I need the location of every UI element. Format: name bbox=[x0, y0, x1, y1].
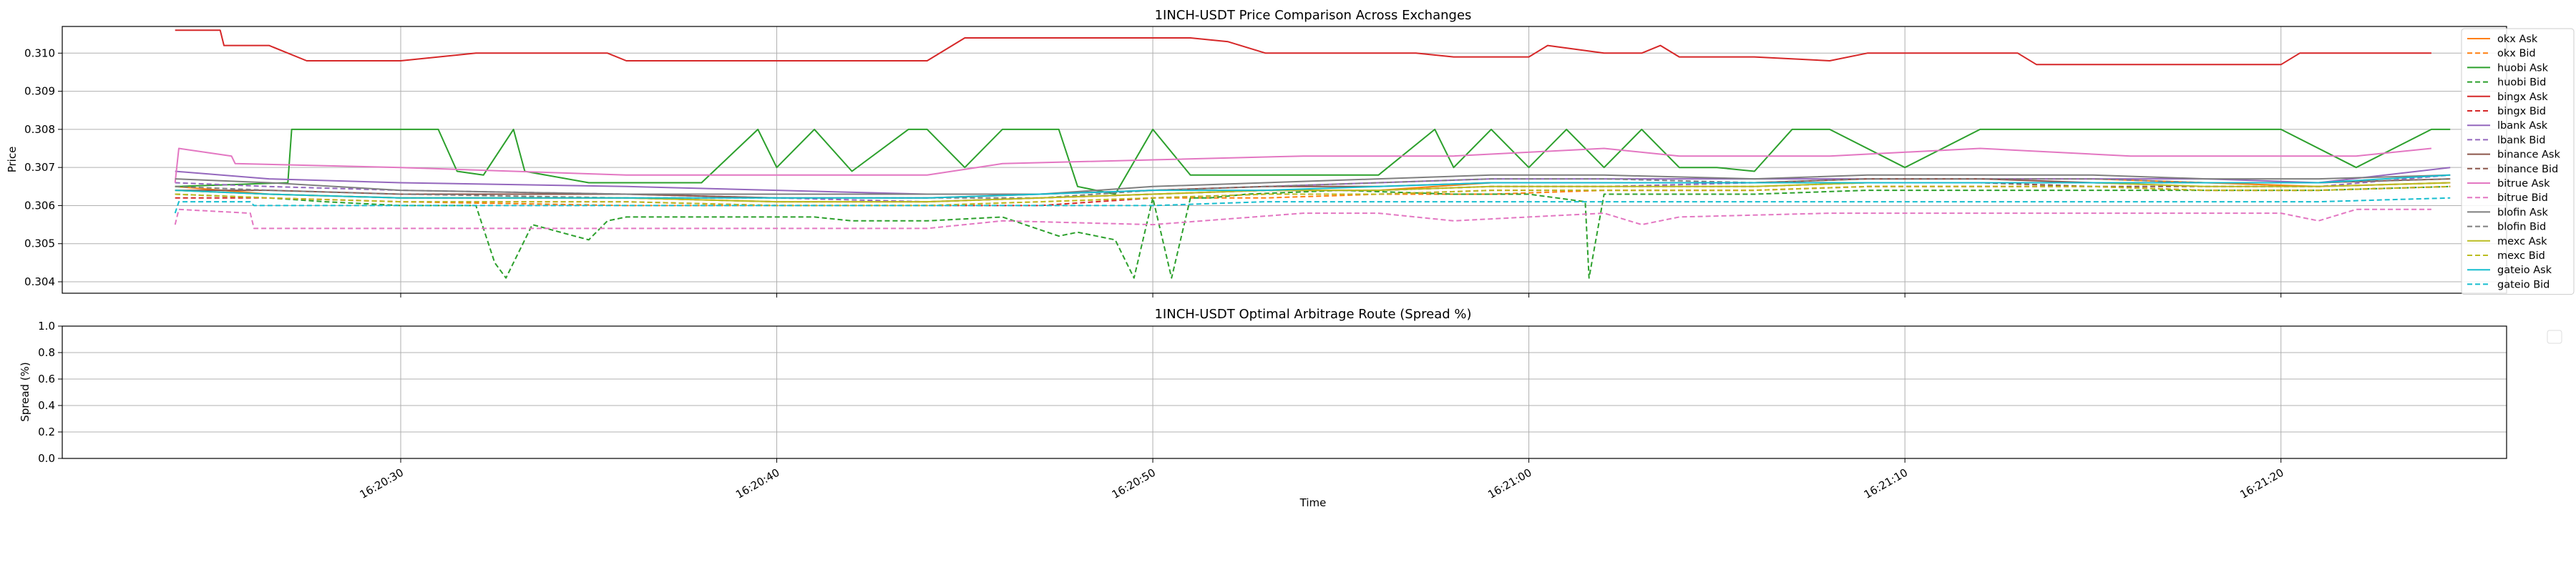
x-axis-label: Time bbox=[1299, 496, 1327, 509]
legend-entry-label: huobi Bid bbox=[2497, 77, 2546, 89]
legend-entry-label: lbank Ask bbox=[2497, 120, 2548, 132]
x-tick-label: 16:21:10 bbox=[1862, 466, 1910, 501]
x-tick-label: 16:20:40 bbox=[733, 466, 781, 501]
legend-entry-label: bitrue Bid bbox=[2497, 192, 2548, 204]
legend-entry-label: binance Bid bbox=[2497, 164, 2558, 175]
spread-plot-frame bbox=[62, 325, 2507, 459]
spread-y-axis-label: Spread (%) bbox=[19, 362, 31, 422]
series-line-blofin-ask bbox=[175, 174, 2451, 195]
spread-y-tick-label: 0.2 bbox=[38, 426, 55, 438]
spread-y-tick-label: 0.0 bbox=[38, 452, 55, 465]
legend: okx Ask okx Bid huobi Ask huobi Bid bingx As… bbox=[2461, 28, 2575, 295]
series-line-huobi-ask bbox=[175, 128, 2451, 195]
legend-entry-label: blofin Ask bbox=[2497, 207, 2549, 218]
price-y-tick-label: 0.309 bbox=[24, 85, 55, 98]
price-y-tick-label: 0.305 bbox=[24, 237, 55, 250]
legend-entry-label: blofin Bid bbox=[2497, 222, 2546, 233]
legend-entry-label: mexc Ask bbox=[2497, 236, 2547, 247]
series-line-bingx-ask bbox=[175, 29, 2431, 66]
price-y-tick-label: 0.306 bbox=[24, 199, 55, 212]
price-plot-frame bbox=[62, 26, 2507, 294]
series-line-huobi-bid bbox=[175, 185, 2451, 279]
price-grid bbox=[62, 26, 2507, 293]
series-line-mexc-bid bbox=[175, 185, 2451, 207]
spread-grid bbox=[62, 325, 2507, 459]
spread-x-ticks: 16:20:30 16:20:40 16:20:50 16:21:00 16:21:10… bbox=[358, 458, 2286, 501]
x-tick-label: 16:21:20 bbox=[2238, 466, 2285, 501]
price-y-tick-label: 0.304 bbox=[24, 275, 55, 288]
price-panel: 1INCH-USDT Price Comparison Across Excha… bbox=[6, 8, 2575, 298]
price-y-tick-label: 0.308 bbox=[24, 123, 55, 136]
spread-y-tick-label: 1.0 bbox=[38, 320, 55, 333]
spread-y-tick-label: 0.6 bbox=[38, 373, 55, 385]
price-y-axis-label: Price bbox=[6, 147, 19, 173]
series-line-bitrue-ask bbox=[174, 147, 2432, 183]
price-series-lines bbox=[174, 29, 2451, 279]
x-tick-label: 16:20:30 bbox=[358, 466, 406, 501]
legend-entry-label: gateio Bid bbox=[2497, 279, 2550, 290]
legend-box bbox=[2461, 28, 2575, 295]
price-chart-title: 1INCH-USDT Price Comparison Across Excha… bbox=[1155, 8, 1472, 23]
series-line-bitrue-bid bbox=[174, 208, 2431, 230]
price-y-ticks: 0.304 0.305 0.306 0.307 0.308 0.309 0.310 bbox=[24, 46, 62, 288]
spread-y-tick-label: 0.8 bbox=[38, 346, 55, 359]
spread-chart-title: 1INCH-USDT Optimal Arbitrage Route (Spre… bbox=[1154, 307, 1471, 322]
spread-y-tick-label: 0.4 bbox=[38, 399, 55, 412]
legend-entry-label: binance Ask bbox=[2497, 149, 2560, 161]
series-line-gateio-ask bbox=[175, 174, 2451, 199]
x-tick-label: 16:21:00 bbox=[1485, 466, 1533, 501]
empty-legend-box bbox=[2547, 330, 2562, 344]
legend-entry-label: lbank Bid bbox=[2497, 134, 2546, 146]
spread-panel: 1INCH-USDT Optimal Arbitrage Route (Spre… bbox=[19, 307, 2562, 509]
price-y-tick-label: 0.307 bbox=[24, 161, 55, 174]
legend-entry-label: okx Bid bbox=[2497, 48, 2536, 59]
x-tick-label: 16:20:50 bbox=[1110, 466, 1158, 501]
legend-entry-label: bingx Bid bbox=[2497, 106, 2546, 117]
series-line-lbank-ask bbox=[175, 167, 2451, 195]
legend-entry-label: okx Ask bbox=[2497, 34, 2538, 45]
spread-y-ticks: 0.0 0.2 0.4 0.6 0.8 1.0 bbox=[38, 320, 62, 465]
series-line-gateio-bid bbox=[174, 197, 2451, 214]
price-x-ticks bbox=[400, 293, 2282, 298]
price-y-tick-label: 0.310 bbox=[24, 46, 55, 59]
legend-entry-label: huobi Ask bbox=[2497, 62, 2549, 74]
legend-entry-label: mexc Bid bbox=[2497, 250, 2545, 262]
legend-entry-label: bitrue Ask bbox=[2497, 178, 2550, 190]
legend-entry-label: bingx Ask bbox=[2497, 92, 2548, 103]
legend-entry-label: gateio Ask bbox=[2497, 265, 2552, 276]
